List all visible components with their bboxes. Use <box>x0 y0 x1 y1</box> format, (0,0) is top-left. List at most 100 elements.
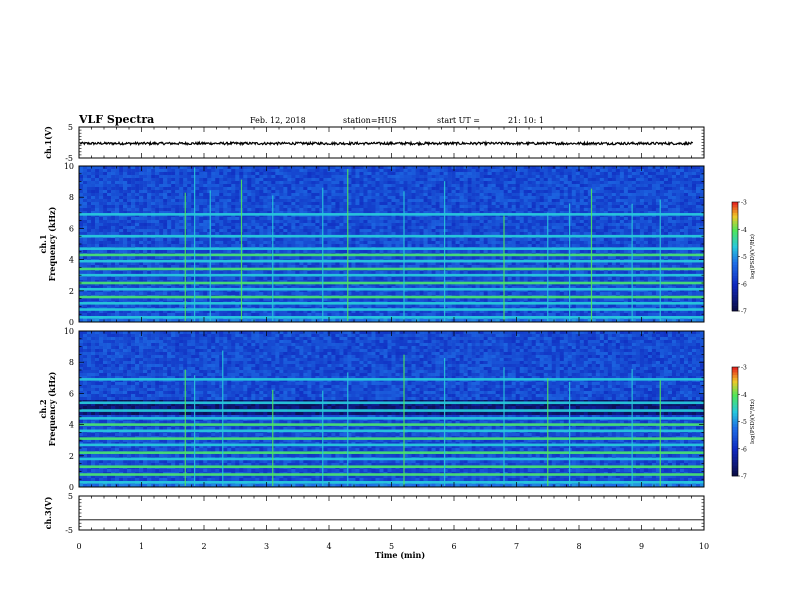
ch1_spectrogram-cell <box>495 223 500 227</box>
ch1_spectrogram-cell <box>403 217 408 221</box>
ch1_spectrogram-cell <box>291 190 296 194</box>
ch1_spectrogram-cell <box>471 211 476 215</box>
ch1_spectrogram-cell <box>271 193 276 197</box>
ch1_spectrogram-cell <box>351 232 356 236</box>
ch1_spectrogram-cell <box>319 229 324 233</box>
ch1_spectrogram-cell <box>455 190 460 194</box>
ch1_spectrogram-cell <box>267 241 272 245</box>
ch1_spectrogram-cell <box>451 199 456 203</box>
ch1_spectrogram-cell <box>443 241 448 245</box>
ch1_spectrogram-cell <box>375 178 380 182</box>
ch1_spectrogram-cell <box>375 211 380 215</box>
ch1_spectrogram-cell <box>295 232 300 236</box>
ch1_spectrogram-cell <box>483 208 488 212</box>
ch1_spectrogram-cell <box>531 217 537 221</box>
ch1_spectrogram-cell <box>439 211 444 215</box>
ch1_spectrogram-cell <box>387 256 392 260</box>
ch1_spectrogram-cell <box>515 226 521 230</box>
ch1_spectrogram-cell <box>427 175 432 179</box>
ch1_spectrogram-cell <box>655 178 661 182</box>
ch1_spectrogram-cell <box>627 223 633 227</box>
ch1_spectrogram-cell <box>119 172 124 176</box>
ch1_spectrogram-cell <box>495 256 500 260</box>
ch1_spectrogram-cell <box>251 190 256 194</box>
ch1_spectrogram-cell <box>227 244 232 248</box>
ch1_spectrogram-cell <box>543 205 549 209</box>
ch1_spectrogram-cell <box>295 256 300 260</box>
ch1_spectrogram-cell <box>107 190 112 194</box>
ch1_spectrogram-cell <box>251 211 256 215</box>
ch1_spectrogram-cell <box>95 232 100 236</box>
ch1_spectrogram-cell <box>255 217 260 221</box>
ch1_spectrogram-cell <box>459 256 464 260</box>
ch1_spectrogram-cell <box>119 175 124 179</box>
ch1_spectrogram-cell <box>271 208 276 212</box>
ch1_spectrogram-cell <box>463 256 468 260</box>
ch1_spectrogram-cell <box>355 184 360 188</box>
ch1_spectrogram-cell <box>171 232 176 236</box>
ch1_spectrogram-cell <box>243 211 248 215</box>
ch1_spectrogram-cell <box>211 229 216 233</box>
ch1_spectrogram-cell <box>375 202 380 206</box>
ch1_spectrogram-cell <box>355 241 360 245</box>
ch1_spectrogram-cell <box>155 220 160 224</box>
ch1_spectrogram-cell <box>479 166 484 170</box>
ch1_spectrogram-cell <box>631 238 637 242</box>
ch1_spectrogram-cell <box>79 190 84 194</box>
ch1_spectrogram-cell <box>495 244 500 248</box>
ch1_spectrogram-cell <box>667 250 673 254</box>
ch1_spectrogram-cell <box>643 184 649 188</box>
ch1_spectrogram-cell <box>167 193 172 197</box>
ch1_spectrogram-cell <box>547 244 553 248</box>
ch1_spectrogram-cell <box>483 238 488 242</box>
ch1_spectrogram-cell <box>195 184 200 188</box>
ch1_spectrogram-cell <box>679 190 685 194</box>
ch1_spectrogram-cell <box>539 202 545 206</box>
ch1_spectrogram-cell <box>559 199 565 203</box>
ch1_spectrogram-cell <box>227 178 232 182</box>
ch1_spectrogram-cell <box>307 250 312 254</box>
ch1_spectrogram-cell <box>687 172 693 176</box>
ch1_spectrogram-cell <box>139 223 144 227</box>
ch1_spectrogram-cell <box>403 178 408 182</box>
ch1_spectrogram-cell <box>627 250 633 254</box>
ch1_spectrogram-cell <box>223 229 228 233</box>
ch1_spectrogram-cell <box>547 220 553 224</box>
ch1_spectrogram-cell <box>595 232 601 236</box>
ch1_spectrogram-cell <box>171 184 176 188</box>
ch1_spectrogram-cell <box>287 202 292 206</box>
ch1_spectrogram-cell <box>247 244 252 248</box>
ch1_spectrogram-cell <box>315 220 320 224</box>
ch1_spectrogram-cell <box>655 211 661 215</box>
ch1_spectrogram-cell <box>411 181 416 185</box>
ch1_spectrogram-cell <box>295 211 300 215</box>
ch1_spectrogram-cell <box>299 190 304 194</box>
ch1_spectrogram-cell <box>355 199 360 203</box>
ch1_spectrogram-cell <box>319 241 324 245</box>
ch1_spectrogram-cell <box>615 196 621 200</box>
ch1_spectrogram-cell <box>663 205 669 209</box>
ch1_spectrogram-cell <box>131 211 136 215</box>
ch1_spectrogram-cell <box>399 208 404 212</box>
ch1_spectrogram-cell <box>283 229 288 233</box>
ch1_spectrogram-cell <box>531 244 537 248</box>
ch1_spectrogram-cell <box>215 178 220 182</box>
ch1_spectrogram-cell <box>243 196 248 200</box>
ch1_spectrogram-cell <box>187 205 192 209</box>
ch1_spectrogram-cell <box>611 184 617 188</box>
ch1_spectrogram-cell <box>147 208 152 212</box>
ch1_spectrogram-cell <box>315 241 320 245</box>
ch1_spectrogram-cell <box>643 208 649 212</box>
ch1_spectrogram-cell <box>251 193 256 197</box>
ch1_spectrogram-cell <box>435 205 440 209</box>
ch1_spectrogram-cell <box>603 184 609 188</box>
ch1_spectrogram-cell <box>527 211 533 215</box>
ch1_spectrogram-cell <box>679 202 685 206</box>
ch1_spectrogram-cell <box>175 223 180 227</box>
ch1_spectrogram-cell <box>283 181 288 185</box>
ch1_spectrogram-cell <box>347 169 352 173</box>
ch1_spectrogram-cell <box>455 166 460 170</box>
ch1_spectrogram-cell <box>379 193 384 197</box>
ch1_spectrogram-cell <box>235 184 240 188</box>
ch1_spectrogram-cell <box>159 199 164 203</box>
